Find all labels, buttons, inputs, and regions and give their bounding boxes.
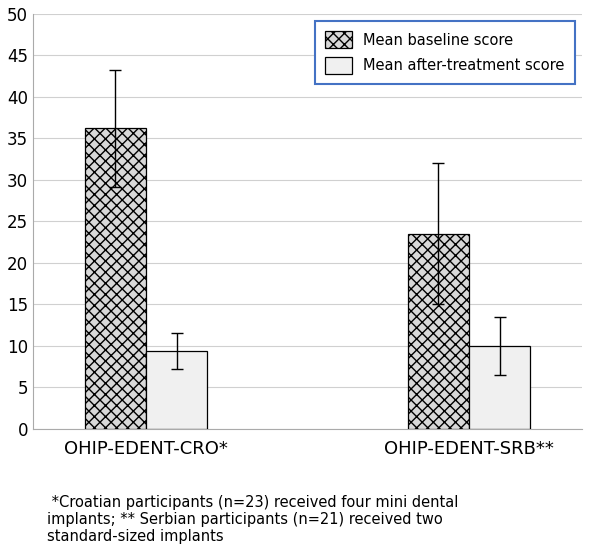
Legend: Mean baseline score, Mean after-treatment score: Mean baseline score, Mean after-treatmen… (315, 21, 575, 84)
Bar (85, 129, 146, 429)
Text: *Croatian participants (n=23) received four mini dental
implants; ** Serbian par: *Croatian participants (n=23) received f… (47, 494, 458, 544)
Bar (469, 346, 530, 429)
Bar (146, 351, 207, 429)
Bar (408, 234, 469, 429)
